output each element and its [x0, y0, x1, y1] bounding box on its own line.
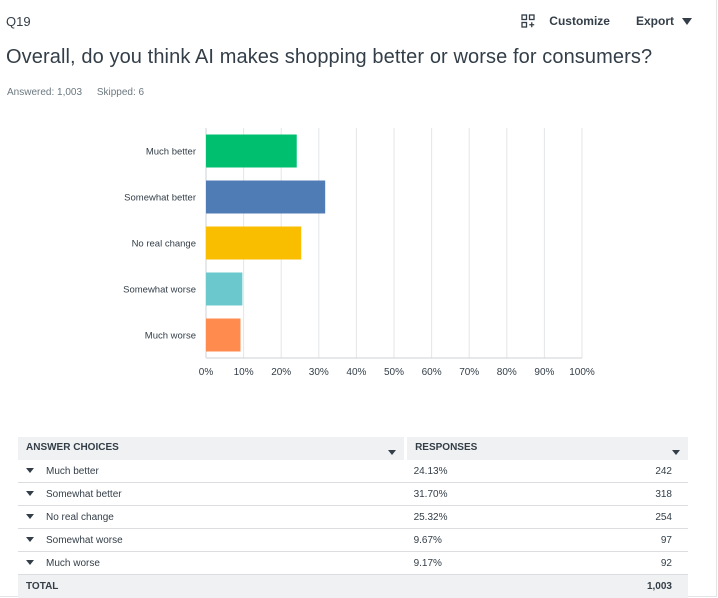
- count-cell: 242: [553, 460, 688, 483]
- table-row: Somewhat better 31.70% 318: [18, 482, 688, 506]
- x-tick-label: 80%: [497, 367, 517, 378]
- percent-cell: 25.32%: [405, 505, 554, 529]
- category-label: Much worse: [145, 331, 196, 342]
- caret-down-icon: [682, 17, 692, 25]
- x-tick-label: 70%: [459, 367, 479, 378]
- total-label: TOTAL: [18, 574, 406, 598]
- total-spacer: [405, 574, 554, 598]
- customize-label: Customize: [549, 14, 610, 28]
- category-label: No real change: [132, 239, 196, 250]
- customize-button[interactable]: Customize: [521, 14, 610, 28]
- x-tick-label: 90%: [534, 367, 554, 378]
- bar: [206, 180, 326, 214]
- choice-cell[interactable]: Somewhat worse: [18, 528, 406, 552]
- choice-cell[interactable]: Much worse: [18, 551, 406, 575]
- x-tick-label: 10%: [234, 367, 254, 378]
- total-count: 1,003: [553, 574, 688, 598]
- question-number: Q19: [6, 14, 31, 29]
- count-cell: 97: [553, 528, 688, 552]
- table-row: Much better 24.13% 242: [18, 460, 688, 483]
- expand-caret-icon[interactable]: [26, 537, 34, 543]
- skipped-count: Skipped: 6: [96, 87, 145, 98]
- bar: [206, 318, 241, 352]
- bar: [206, 272, 243, 306]
- table-row: Much worse 9.17% 92: [18, 551, 688, 575]
- expand-caret-icon[interactable]: [26, 491, 34, 497]
- responses-header[interactable]: RESPONSES: [405, 437, 688, 460]
- table-row: Somewhat worse 9.67% 97: [18, 528, 688, 552]
- expand-caret-icon[interactable]: [26, 560, 34, 566]
- sort-caret-icon: [388, 450, 397, 455]
- grid-plus-icon: [521, 14, 535, 28]
- percent-cell: 31.70%: [405, 482, 554, 506]
- percent-cell: 9.67%: [405, 528, 554, 552]
- x-tick-label: 100%: [569, 367, 595, 378]
- answer-choices-header[interactable]: ANSWER CHOICES: [18, 437, 408, 460]
- x-tick-label: 0%: [199, 367, 214, 378]
- sort-caret-icon: [672, 450, 680, 455]
- choice-cell[interactable]: Much better: [18, 460, 406, 483]
- x-tick-label: 40%: [346, 367, 366, 378]
- bar-chart: 0% 10% 20% 30% 40% 50% 60% 70% 80% 90% 100% Much be…: [123, 128, 595, 378]
- export-button[interactable]: Export: [636, 14, 692, 28]
- x-tick-label: 20%: [271, 367, 291, 378]
- category-label: Somewhat better: [124, 193, 196, 204]
- bar: [206, 134, 297, 168]
- percent-cell: 9.17%: [405, 551, 554, 575]
- table-row: No real change 25.32% 254: [18, 505, 688, 529]
- expand-caret-icon[interactable]: [26, 468, 34, 474]
- responses-table: ANSWER CHOICES RESPONSES Much better 24.…: [18, 437, 688, 598]
- count-cell: 318: [553, 482, 688, 506]
- question-title: Overall, do you think AI makes shopping …: [6, 46, 653, 68]
- count-cell: 92: [553, 551, 688, 575]
- x-tick-label: 50%: [384, 367, 404, 378]
- answered-count: Answered: 1,003: [7, 87, 83, 98]
- x-tick-label: 30%: [309, 367, 329, 378]
- bar: [206, 226, 302, 260]
- percent-cell: 24.13%: [405, 460, 554, 483]
- total-row: TOTAL 1,003: [18, 574, 688, 598]
- count-cell: 254: [553, 505, 688, 529]
- export-label: Export: [635, 14, 674, 28]
- category-label: Much better: [146, 147, 196, 158]
- choice-cell[interactable]: Somewhat better: [18, 482, 406, 506]
- toolbar: Customize Export: [521, 14, 692, 28]
- choice-cell[interactable]: No real change: [18, 505, 406, 529]
- category-label: Somewhat worse: [123, 285, 196, 296]
- expand-caret-icon[interactable]: [26, 514, 34, 520]
- response-stats: Answered: 1,003 Skipped: 6: [7, 87, 144, 98]
- x-tick-label: 60%: [422, 367, 442, 378]
